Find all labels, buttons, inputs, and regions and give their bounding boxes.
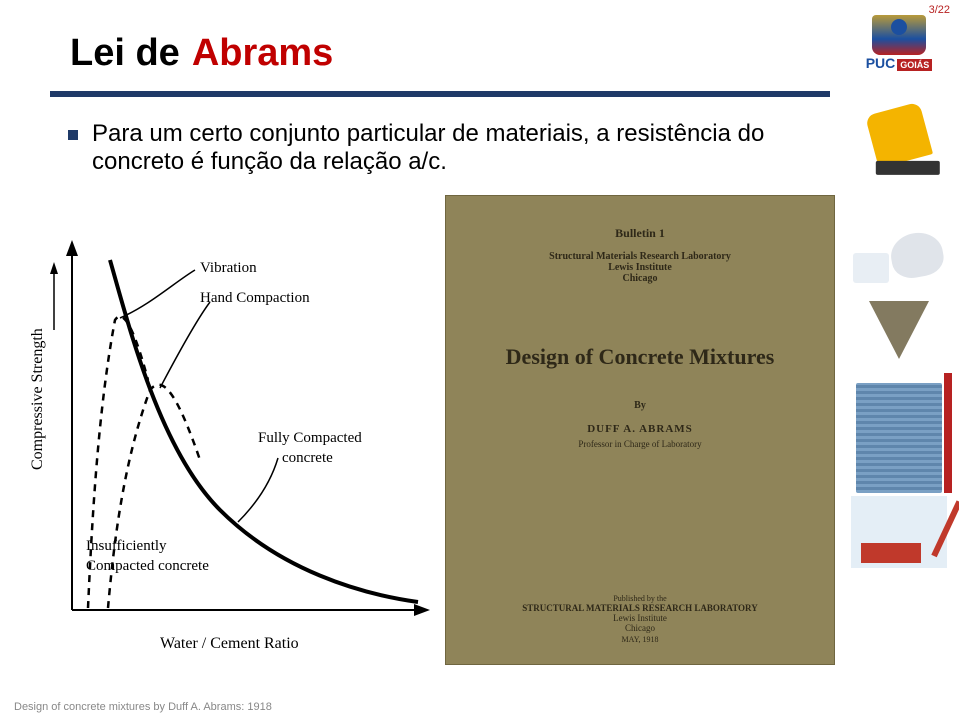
book-author: DUFF A. ABRAMS: [476, 423, 804, 435]
label-fully2: concrete: [282, 450, 333, 466]
book-prof: Professor in Charge of Laboratory: [476, 439, 804, 449]
book-pub4: Chicago: [446, 623, 834, 633]
strength-wc-chart: Compressive Strength Water / Cement Rati…: [20, 210, 450, 670]
logo-sub: GOIÁS: [897, 59, 932, 71]
pump-image: [851, 496, 947, 568]
book-pub2: STRUCTURAL MATERIALS RESEARCH LABORATORY: [446, 603, 834, 613]
book-date: MAY, 1918: [446, 635, 834, 644]
truck-image: [849, 201, 949, 291]
bullet-text: Para um certo conjunto particular de mat…: [92, 120, 818, 176]
y-axis-label: Compressive Strength: [29, 328, 46, 470]
book-cover: Bulletin 1 Structural Materials Research…: [445, 195, 835, 665]
title-part2: Abrams: [192, 32, 334, 75]
book-title: Design of Concrete Mixtures: [476, 344, 804, 370]
sidebar-images: PUCGOIÁS: [839, 15, 959, 715]
crest-icon: [872, 15, 926, 55]
book-lab2: Lewis Institute: [476, 262, 804, 273]
logo-text: PUC: [866, 55, 896, 71]
book-pub: Published by the: [446, 594, 834, 603]
bullet-point: Para um certo conjunto particular de mat…: [68, 120, 818, 176]
x-axis-label: Water / Cement Ratio: [160, 635, 299, 652]
title-part1: Lei de: [70, 32, 180, 75]
label-insuf1: Insufficiently: [86, 538, 167, 554]
puc-logo: PUCGOIÁS: [850, 15, 948, 103]
building-image: [856, 383, 942, 493]
bullet-icon: [68, 130, 78, 140]
label-fully1: Fully Compacted: [258, 430, 362, 446]
label-hand: Hand Compaction: [200, 290, 310, 306]
book-pub3: Lewis Institute: [446, 613, 834, 623]
mixer-image: [849, 108, 949, 198]
book-lab1: Structural Materials Research Laboratory: [476, 251, 804, 262]
funnel-image: [849, 301, 949, 379]
book-lab3: Chicago: [476, 273, 804, 284]
label-vibration: Vibration: [200, 260, 257, 276]
citation: Design of concrete mixtures by Duff A. A…: [14, 701, 272, 713]
label-insuf2: Compacted concrete: [86, 558, 209, 574]
title-bar: Lei de Abrams: [50, 15, 830, 97]
book-by: By: [476, 400, 804, 411]
book-bulletin: Bulletin 1: [476, 226, 804, 241]
